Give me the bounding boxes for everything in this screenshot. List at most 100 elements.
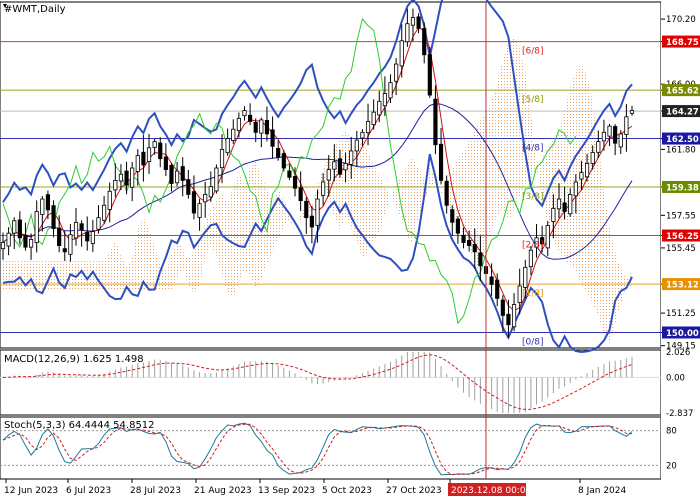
time-tick-label: 13 Sep 2023: [258, 486, 315, 496]
macd-panel: [0, 352, 661, 413]
time-axis: 12 Jun 2023 6 Jul 2023 28 Jul 2023 21 Aug 2…: [4, 479, 626, 496]
stoch-panel: [0, 422, 661, 476]
candle-body: [0, 242, 6, 250]
candle-body: [214, 167, 219, 192]
candle-body: [371, 111, 376, 126]
candle-body: [315, 198, 320, 226]
candle-body: [107, 190, 112, 210]
candle-body: [270, 129, 275, 147]
candle-body: [568, 193, 573, 215]
candle-body: [534, 237, 539, 248]
candle-body: [102, 204, 107, 221]
price-label-text-5: 156.25: [666, 232, 699, 242]
candle-body: [461, 234, 466, 243]
candle-body: [562, 202, 567, 212]
candle-body: [365, 121, 371, 134]
candle-body: [130, 167, 135, 188]
candle-body: [613, 126, 618, 144]
stoch-tick-label: 80: [666, 427, 677, 437]
time-tick-label: 21 Aug 2023: [194, 486, 252, 496]
candle-body: [450, 209, 455, 223]
main-panel: [6/8] [5/8] [4/8] [3/8] [2/8] [1/8] [0/8]: [0, 0, 661, 354]
candle-body: [511, 304, 517, 328]
stoch-d-line: [2, 423, 633, 476]
time-tick-label: 8 Jan 2024: [578, 486, 626, 496]
price-label-box-4: [662, 180, 700, 193]
level-label-1: [5/8]: [522, 95, 544, 105]
level-label-0: [6/8]: [522, 47, 544, 57]
candle-body: [96, 217, 101, 230]
candle-body: [489, 276, 494, 285]
crosshair-date-box: [447, 483, 526, 496]
level-label-2: [4/8]: [522, 144, 544, 154]
candle-body: [523, 266, 528, 288]
candle-body: [427, 54, 432, 96]
candle-body: [337, 158, 343, 175]
candle-body: [388, 82, 393, 99]
candle-body: [12, 220, 17, 234]
macd-tick-label: 0.00: [666, 373, 685, 383]
candle-body: [40, 198, 45, 215]
candle-body: [141, 151, 146, 166]
candle-body: [90, 231, 95, 244]
candle-body: [236, 117, 241, 131]
candle-body: [158, 142, 163, 160]
candle-body: [253, 121, 258, 133]
axis-bg: [661, 0, 700, 500]
candle-body: [590, 152, 595, 164]
macd-signal-line: [2, 354, 633, 410]
price-label-box-0: [662, 35, 700, 48]
candle-body: [85, 232, 90, 242]
candle-body: [51, 205, 56, 229]
price-label-text-0: 168.75: [666, 38, 699, 48]
stoch-k-line: [2, 422, 633, 476]
candle-body: [438, 143, 444, 181]
candle-body: [264, 119, 270, 135]
time-tick-label: 27 Oct 2023: [386, 486, 442, 496]
candle-body: [6, 232, 11, 247]
price-label-box-1: [662, 84, 700, 97]
price-tick-label: 149.15: [666, 342, 696, 352]
candle-body: [57, 227, 62, 246]
candle-body: [556, 198, 562, 210]
price-label-box-2: [662, 105, 700, 118]
candle-body: [584, 162, 590, 178]
candle-body: [304, 200, 309, 219]
candle-body: [540, 237, 545, 245]
candle-body: [118, 173, 124, 182]
time-tick-label: 12 Jun 2023: [4, 486, 58, 496]
price-tick-label: 151.25: [666, 309, 696, 319]
time-tick-label: 5 Oct 2023: [322, 486, 372, 496]
chart-menu-icon[interactable]: [3, 4, 7, 8]
candle-body: [135, 155, 140, 172]
candle-body: [354, 139, 359, 152]
candle-body: [349, 150, 354, 165]
candle-body: [455, 218, 460, 234]
candle-body: [399, 40, 404, 67]
candle-body: [73, 221, 79, 239]
candle-body: [287, 170, 292, 178]
candle-body: [124, 170, 129, 186]
price-tick-label: 157.55: [666, 211, 696, 221]
candle-body: [410, 17, 416, 26]
macd-histogram: [8, 352, 633, 413]
time-tick-label: 6 Jul 2023: [66, 486, 111, 496]
candle-body: [321, 181, 326, 196]
candle-body: [422, 28, 427, 56]
candle-body: [433, 98, 438, 146]
price-label-text-4: 159.38: [666, 183, 699, 193]
candle-body: [169, 164, 174, 184]
candle-body: [416, 16, 421, 29]
candle-body: [551, 207, 556, 222]
candle-body: [208, 186, 213, 198]
candle-body: [332, 161, 337, 170]
candle-body: [618, 133, 623, 148]
crosshair-date-label: 2023.12.08 00:00: [451, 486, 532, 496]
candle-body: [231, 128, 236, 141]
candle-body: [292, 175, 298, 189]
candle-body: [225, 138, 230, 154]
candle-body: [62, 248, 67, 253]
chart-title: #WMT,Daily: [4, 4, 66, 15]
